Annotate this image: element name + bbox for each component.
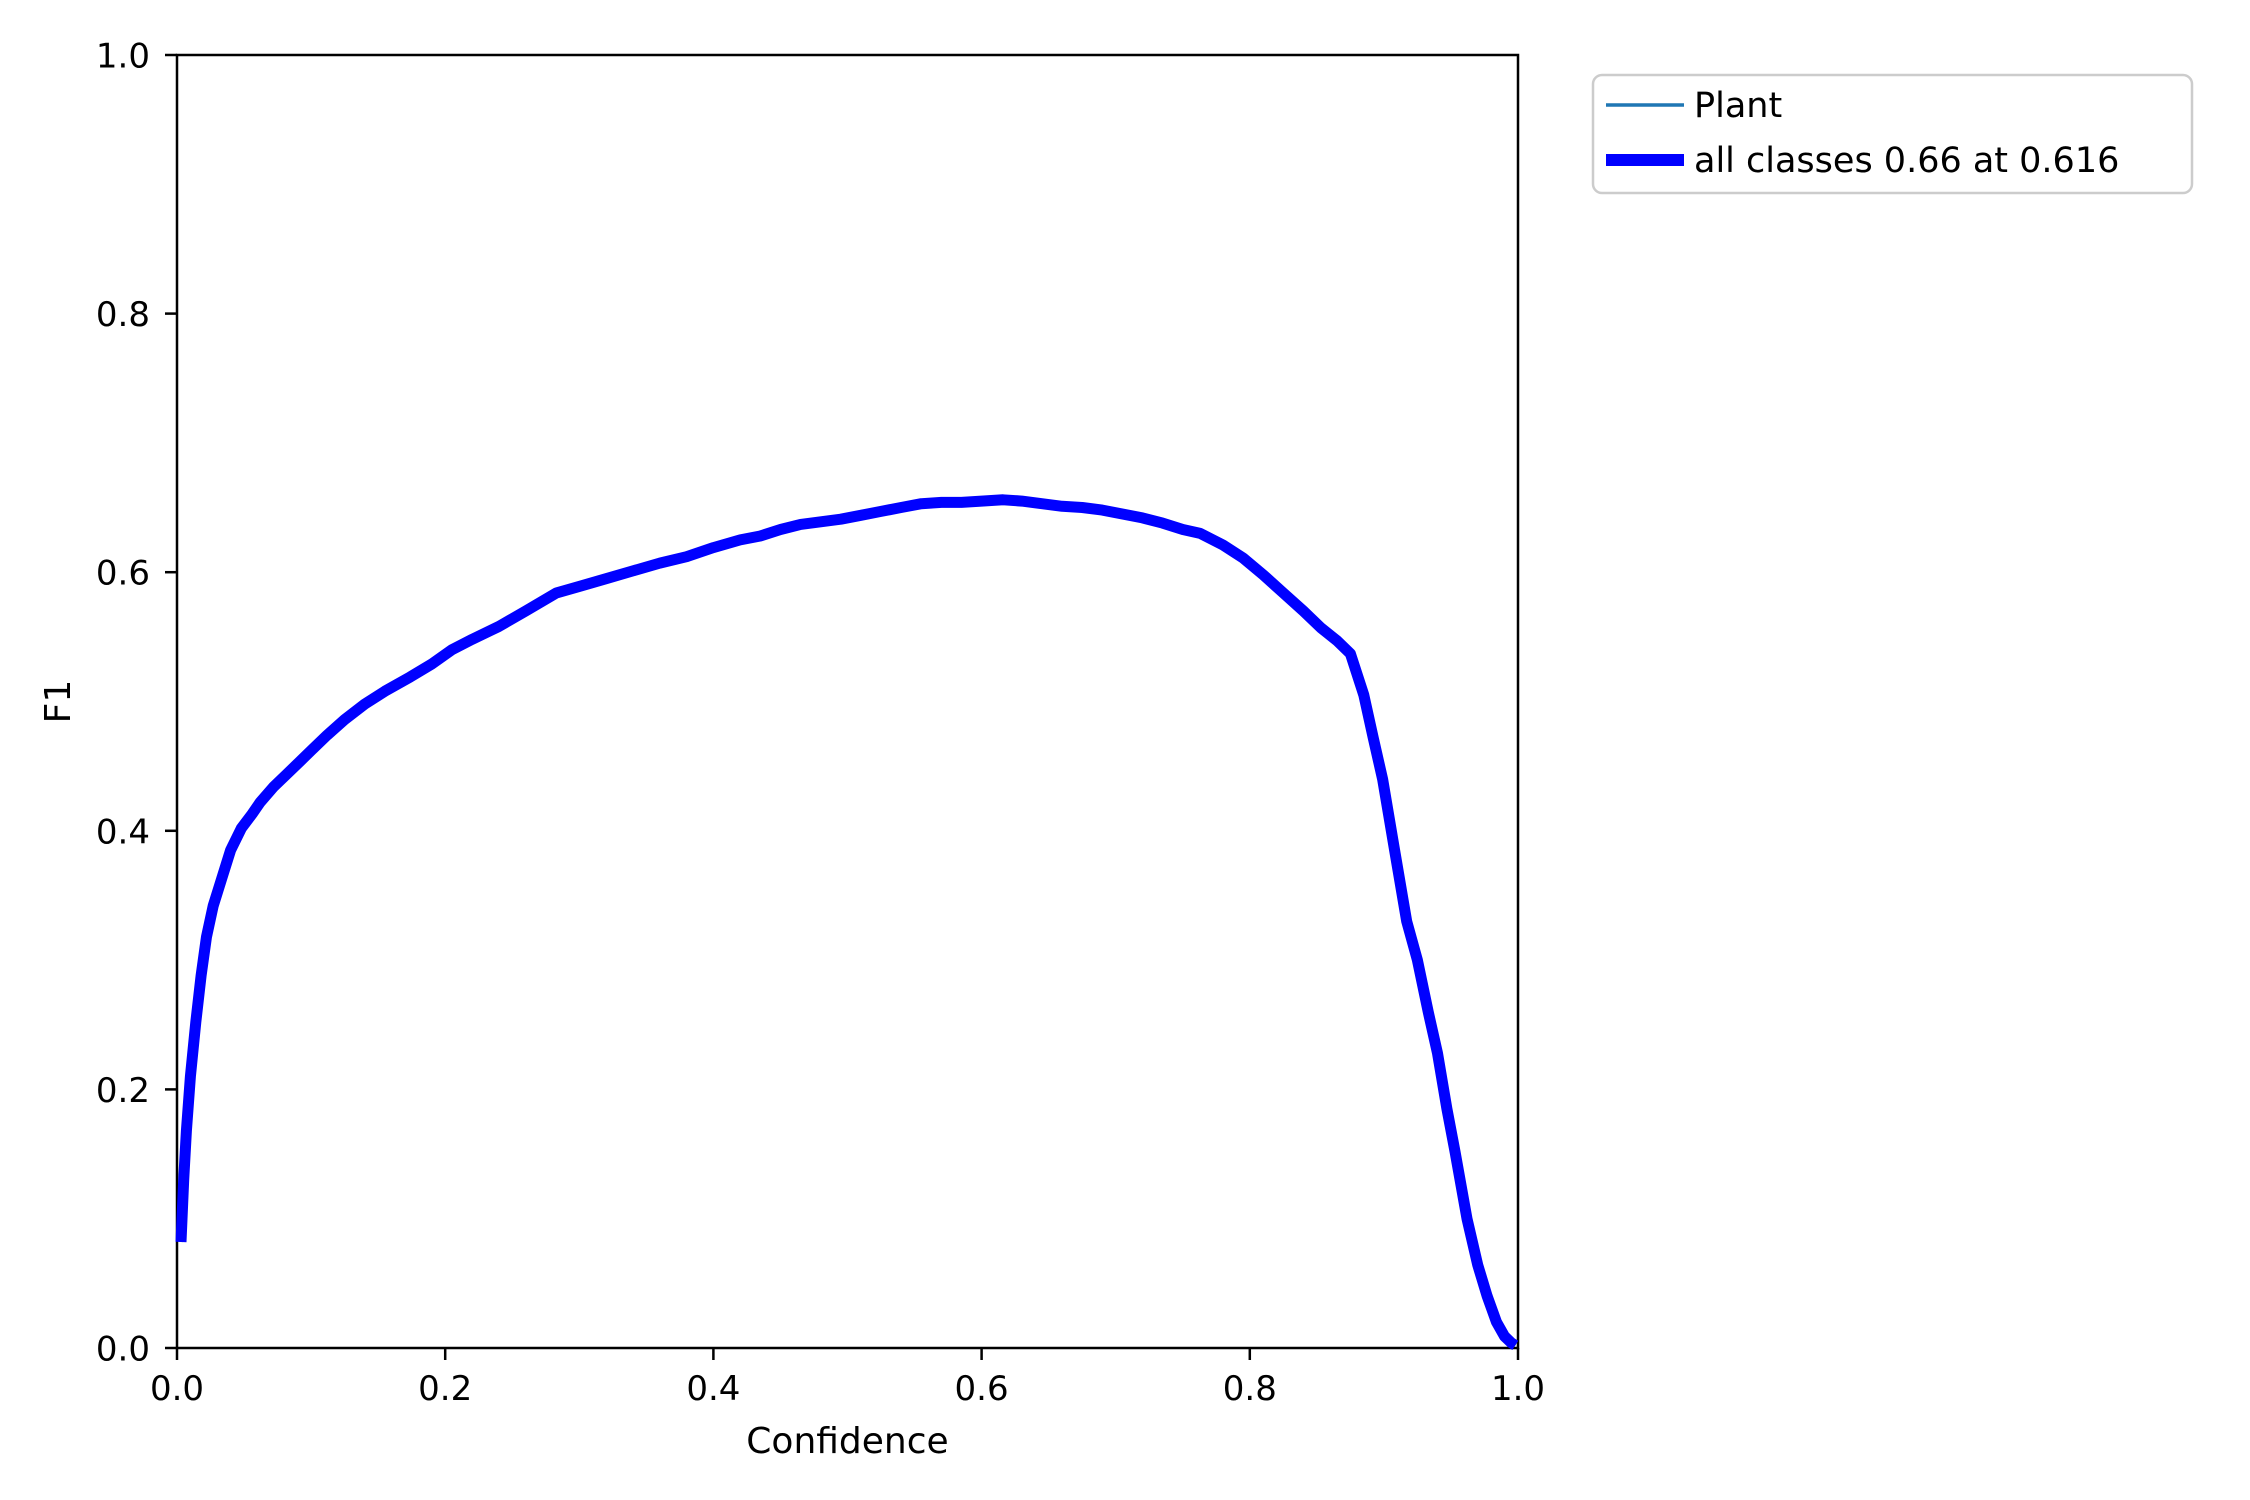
legend-label-all-classes: all classes 0.66 at 0.616 bbox=[1694, 141, 2119, 181]
y-tick-label: 0.8 bbox=[96, 295, 150, 335]
x-tick-label: 1.0 bbox=[1491, 1369, 1545, 1409]
x-tick-label: 0.4 bbox=[686, 1369, 740, 1409]
y-axis-ticks: 0.0 0.2 0.4 0.6 0.8 1.0 bbox=[96, 37, 177, 1370]
axes-frame bbox=[175, 53, 1520, 1350]
y-tick-label: 0.2 bbox=[96, 1071, 150, 1111]
y-tick-label: 0.6 bbox=[96, 554, 150, 594]
legend: Plant all classes 0.66 at 0.616 bbox=[1591, 73, 2194, 195]
x-tick-label: 0.2 bbox=[418, 1369, 472, 1409]
legend-label-plant: Plant bbox=[1694, 86, 1782, 126]
y-tick-label: 0.0 bbox=[96, 1330, 150, 1370]
x-tick-label: 0.6 bbox=[955, 1369, 1009, 1409]
y-axis-label: F1 bbox=[38, 680, 79, 724]
y-tick-label: 0.4 bbox=[96, 812, 150, 852]
y-tick-label: 1.0 bbox=[96, 37, 150, 77]
all-classes-curve bbox=[175, 494, 1519, 1351]
x-axis-ticks: 0.0 0.2 0.4 0.6 0.8 1.0 bbox=[150, 1348, 1545, 1409]
legend-box bbox=[1591, 73, 2194, 195]
x-tick-label: 0.8 bbox=[1223, 1369, 1277, 1409]
x-axis-label: Confidence bbox=[746, 1421, 948, 1462]
x-tick-label: 0.0 bbox=[150, 1369, 204, 1409]
